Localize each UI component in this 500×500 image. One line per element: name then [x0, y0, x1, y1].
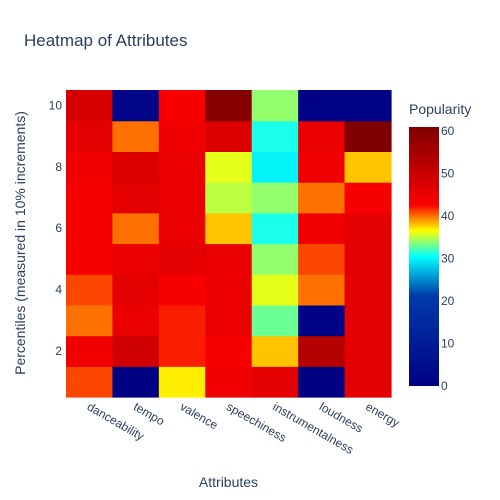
- heatmap-cell-loudness-7: [298, 182, 346, 214]
- heatmap-cell-loudness-1: [298, 366, 346, 398]
- heatmap-cell-speechiness-9: [205, 120, 253, 152]
- y-axis-title: Percentiles (measured in 10% increments): [12, 111, 28, 375]
- heatmap-cell-danceability-5: [66, 243, 114, 275]
- heatmap-cell-instrumentalness-2: [251, 335, 299, 367]
- heatmap-cell-loudness-4: [298, 274, 346, 306]
- chart-title: Heatmap of Attributes: [24, 31, 187, 50]
- colorbar-tick-label-30: 30: [441, 252, 455, 266]
- heatmap-cell-valence-1: [158, 366, 206, 398]
- heatmap-cell-energy-7: [344, 182, 392, 214]
- heatmap-cell-loudness-5: [298, 243, 346, 275]
- heatmap-cell-instrumentalness-8: [251, 151, 299, 183]
- heatmap-cell-valence-8: [158, 151, 206, 183]
- colorbar-tick-label-50: 50: [441, 167, 455, 181]
- heatmap-cell-tempo-6: [112, 212, 160, 245]
- heatmap-cell-danceability-2: [66, 335, 114, 367]
- heatmap-cell-speechiness-8: [205, 151, 253, 183]
- heatmap-cell-instrumentalness-7: [251, 182, 299, 214]
- heatmap-cell-danceability-3: [66, 304, 114, 337]
- heatmap-cell-energy-5: [344, 243, 392, 275]
- heatmap-cell-speechiness-2: [205, 335, 253, 367]
- colorbar-tick-labels: 0 10 20 30 40 50 60: [441, 124, 455, 393]
- y-axis-tick-labels: 2 4 6 8 10: [49, 98, 63, 358]
- colorbar-tick-label-10: 10: [441, 337, 455, 351]
- x-tick-label-valence: valence: [178, 399, 221, 432]
- heatmap-cell-tempo-9: [112, 120, 160, 152]
- heatmap-cell-energy-1: [344, 366, 392, 398]
- heatmap-cell-tempo-8: [112, 151, 160, 183]
- colorbar-tick-label-60: 60: [441, 124, 455, 138]
- heatmap-cell-energy-6: [344, 212, 392, 245]
- heatmap-cell-danceability-1: [66, 366, 114, 398]
- heatmap-cell-tempo-3: [112, 304, 160, 337]
- heatmap-cell-tempo-5: [112, 243, 160, 275]
- heatmap-cell-tempo-1: [112, 366, 160, 398]
- heatmap-cell-instrumentalness-5: [251, 243, 299, 275]
- heatmap-cell-loudness-2: [298, 335, 346, 367]
- heatmap-cell-instrumentalness-1: [251, 366, 299, 398]
- heatmap-cell-loudness-8: [298, 151, 346, 183]
- heatmap-cell-danceability-8: [66, 151, 114, 183]
- heatmap-cell-instrumentalness-6: [251, 212, 299, 245]
- heatmap-cell-valence-6: [158, 212, 206, 245]
- heatmap-cell-speechiness-4: [205, 274, 253, 306]
- x-tick-label-tempo: tempo: [131, 399, 167, 428]
- y-tick-label-4: 4: [55, 283, 62, 297]
- heatmap-cell-tempo-10: [112, 90, 160, 122]
- heatmap-cell-instrumentalness-10: [251, 90, 299, 122]
- heatmap-cell-danceability-10: [66, 90, 114, 122]
- heatmap-cell-danceability-6: [66, 212, 114, 245]
- heatmap-cell-speechiness-3: [205, 304, 253, 337]
- heatmap-cell-instrumentalness-4: [251, 274, 299, 306]
- colorbar: [409, 127, 439, 386]
- heatmap-cell-valence-4: [158, 274, 206, 306]
- colorbar-tick-label-20: 20: [441, 294, 455, 308]
- heatmap-cell-valence-7: [158, 182, 206, 214]
- y-tick-label-2: 2: [55, 344, 62, 358]
- heatmap-cell-danceability-9: [66, 120, 114, 152]
- heatmap-cell-tempo-7: [112, 182, 160, 214]
- heatmap-cell-energy-4: [344, 274, 392, 306]
- heatmap-cell-loudness-9: [298, 120, 346, 152]
- heatmap-cell-energy-2: [344, 335, 392, 367]
- heatmap-cell-valence-9: [158, 120, 206, 152]
- colorbar-tick-label-40: 40: [441, 209, 455, 223]
- heatmap-cell-danceability-4: [66, 274, 114, 306]
- heatmap-cell-energy-10: [344, 90, 392, 122]
- heatmap-cell-speechiness-6: [205, 212, 253, 245]
- y-tick-label-6: 6: [55, 221, 62, 235]
- y-tick-label-10: 10: [49, 98, 63, 112]
- heatmap-cell-energy-9: [344, 120, 392, 152]
- heatmap-cell-instrumentalness-3: [251, 304, 299, 337]
- colorbar-title: Popularity: [409, 101, 471, 117]
- heatmap-cell-valence-2: [158, 335, 206, 367]
- heatmap-cell-loudness-10: [298, 90, 346, 122]
- x-tick-label-instrumentalness: instrumentalness: [270, 399, 356, 456]
- heatmap-cells: [66, 90, 392, 398]
- heatmap-cell-tempo-2: [112, 335, 160, 367]
- heatmap-cell-tempo-4: [112, 274, 160, 306]
- heatmap-cell-energy-8: [344, 151, 392, 183]
- x-tick-label-energy: energy: [363, 399, 402, 429]
- heatmap-cell-energy-3: [344, 304, 392, 337]
- heatmap-cell-instrumentalness-9: [251, 120, 299, 152]
- heatmap-cell-speechiness-1: [205, 366, 253, 398]
- heatmap-cell-valence-3: [158, 304, 206, 337]
- colorbar-tick-label-0: 0: [441, 379, 448, 393]
- heatmap-cell-speechiness-5: [205, 243, 253, 275]
- heatmap-cell-danceability-7: [66, 182, 114, 214]
- heatmap-cell-loudness-3: [298, 304, 346, 337]
- y-tick-label-8: 8: [55, 160, 62, 174]
- heatmap-cell-valence-5: [158, 243, 206, 275]
- heatmap-cell-speechiness-10: [205, 90, 253, 122]
- x-axis-title: Attributes: [199, 474, 258, 490]
- heatmap-cell-loudness-6: [298, 212, 346, 245]
- heatmap-cell-speechiness-7: [205, 182, 253, 214]
- heatmap-cell-valence-10: [158, 90, 206, 122]
